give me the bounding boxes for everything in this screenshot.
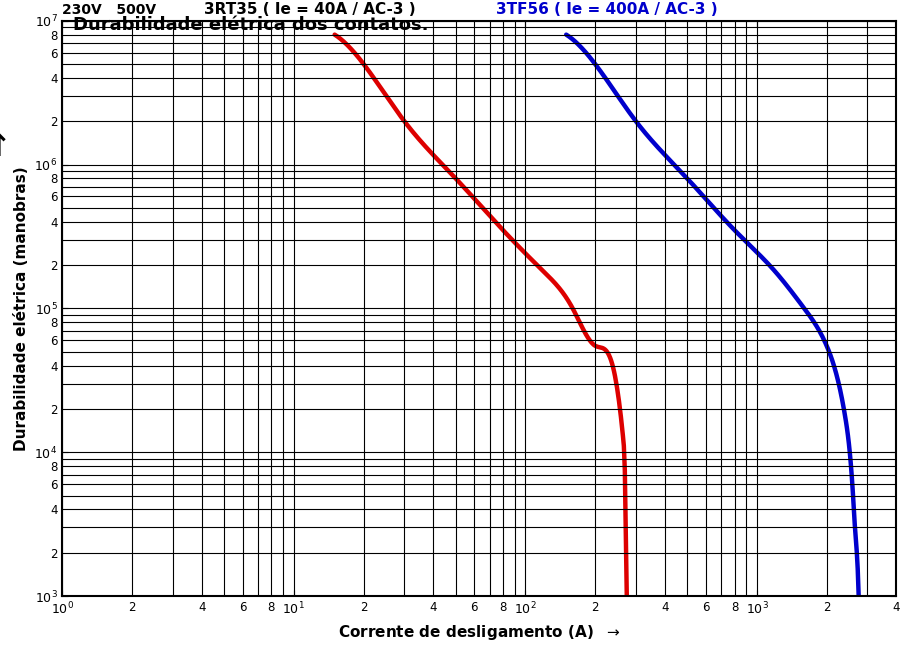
Text: 3TF56 ( Ie = 400A / AC-3 ): 3TF56 ( Ie = 400A / AC-3 ) xyxy=(496,3,717,18)
X-axis label: Corrente de desligamento (A)  $\rightarrow$: Corrente de desligamento (A) $\rightarro… xyxy=(338,623,621,642)
Text: Durabilidade elétrica dos contatos.: Durabilidade elétrica dos contatos. xyxy=(73,16,429,34)
Text: 230V   500V: 230V 500V xyxy=(62,3,156,18)
Text: 3RT35 ( Ie = 40A / AC-3 ): 3RT35 ( Ie = 40A / AC-3 ) xyxy=(204,3,416,18)
Y-axis label: Durabilidade elétrica (manobras): Durabilidade elétrica (manobras) xyxy=(14,166,29,451)
Text: ↑: ↑ xyxy=(0,133,11,162)
